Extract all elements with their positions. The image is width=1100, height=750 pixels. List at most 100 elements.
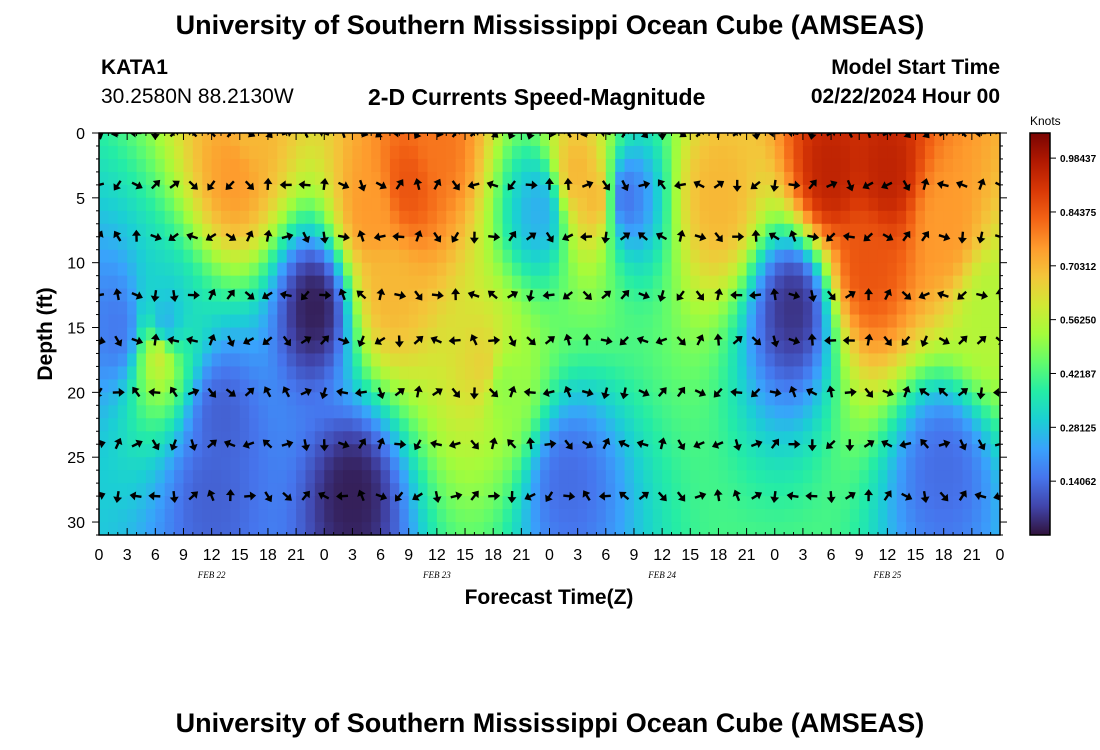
heatmap-cell — [680, 340, 691, 355]
heatmap-cell — [962, 223, 973, 238]
heatmap-cell — [108, 405, 119, 419]
heatmap-cell — [906, 457, 917, 471]
heatmap-cell — [643, 262, 654, 277]
current-vector-arrow — [564, 439, 573, 450]
heatmap-cell — [192, 418, 203, 432]
heatmap-cell — [962, 275, 973, 290]
heatmap-cell — [314, 197, 325, 212]
heatmap-cell — [230, 392, 241, 406]
heatmap-cell — [624, 418, 635, 432]
heatmap-cell — [474, 288, 485, 303]
heatmap-cell — [558, 184, 569, 199]
heatmap-cell — [202, 392, 213, 406]
heatmap-cell — [483, 392, 494, 406]
station-coordinates: 30.2580N 88.2130W — [101, 85, 294, 108]
heatmap-cell — [906, 145, 917, 160]
heatmap-cell — [286, 405, 297, 419]
heatmap-cell — [793, 249, 804, 264]
heatmap-cell — [127, 210, 138, 225]
heatmap-cell — [868, 145, 879, 160]
heatmap-cell — [324, 496, 335, 510]
heatmap-cell — [831, 314, 842, 329]
heatmap-cell — [174, 366, 185, 380]
current-vector-arrow — [695, 290, 705, 301]
heatmap-cell — [530, 249, 541, 264]
heatmap-cell — [643, 314, 654, 329]
heatmap-cell — [333, 223, 344, 238]
heatmap-cell — [164, 236, 175, 251]
heatmap-cell — [915, 249, 926, 264]
heatmap-cell — [389, 197, 400, 212]
heatmap-cell — [943, 431, 954, 445]
heatmap-cell — [906, 366, 917, 380]
heatmap-cell — [793, 133, 804, 147]
heatmap-cell — [877, 405, 888, 419]
heatmap-cell — [774, 275, 785, 290]
heatmap-cell — [643, 249, 654, 264]
heatmap-cell — [145, 457, 156, 471]
heatmap-cell — [371, 392, 382, 406]
colorbar-tick-label: 0.42187 — [1060, 369, 1097, 380]
current-vector-arrow — [300, 387, 312, 397]
heatmap-cell — [164, 496, 175, 510]
heatmap-cell — [737, 496, 748, 510]
heatmap-cell — [502, 223, 513, 238]
current-vector-arrow — [508, 335, 517, 347]
heatmap-cell — [164, 379, 175, 393]
heatmap-cell — [202, 236, 213, 251]
current-vector-arrow — [450, 491, 463, 501]
current-vector-arrow — [713, 180, 725, 189]
heatmap-cell — [802, 353, 813, 368]
heatmap-cell — [699, 418, 710, 432]
heatmap-cell — [643, 405, 654, 419]
heatmap-cell — [624, 392, 635, 406]
heatmap-cell — [821, 470, 832, 484]
heatmap-cell — [127, 262, 138, 277]
heatmap-cell — [258, 470, 269, 484]
heatmap-cell — [662, 418, 673, 432]
heatmap-cell — [662, 133, 673, 147]
current-vector-arrow — [563, 385, 573, 398]
heatmap-cell — [718, 236, 729, 251]
heatmap-cell — [755, 444, 766, 458]
heatmap-cell — [877, 223, 888, 238]
heatmap-cell — [483, 288, 494, 303]
heatmap-cell — [465, 275, 476, 290]
heatmap-cell — [727, 145, 738, 160]
x-tick-label: 18 — [484, 547, 502, 564]
heatmap-cell — [587, 509, 598, 523]
heatmap-cell — [727, 184, 738, 199]
heatmap-cell — [737, 223, 748, 238]
x-tick-label: 6 — [827, 547, 836, 564]
heatmap-cell — [192, 133, 203, 147]
heatmap-cell — [577, 197, 588, 212]
heatmap-cell — [493, 353, 504, 368]
heatmap-cell — [221, 249, 231, 264]
heatmap-cell — [427, 483, 438, 497]
heatmap-cell — [699, 379, 710, 393]
heatmap-cell — [934, 418, 945, 432]
heatmap-cell — [239, 133, 250, 147]
heatmap-cell — [286, 522, 297, 535]
current-vector-arrow — [806, 387, 818, 396]
heatmap-cell — [821, 262, 832, 277]
heatmap-cell — [868, 236, 879, 251]
x-tick-label: 15 — [681, 547, 699, 564]
heatmap-cell — [502, 405, 513, 419]
heatmap-cell — [718, 470, 729, 484]
heatmap-cell — [718, 223, 729, 238]
heatmap-cell — [784, 509, 795, 523]
current-vector-arrow — [469, 334, 479, 346]
heatmap-cell — [239, 236, 250, 251]
heatmap-cell — [587, 249, 598, 264]
heatmap-cell — [333, 366, 344, 380]
heatmap-cell — [333, 496, 344, 510]
heatmap-cell — [192, 444, 203, 458]
heatmap-cell — [596, 470, 607, 484]
heatmap-cell — [540, 249, 551, 264]
heatmap-cell — [605, 522, 616, 535]
heatmap-cell — [352, 288, 363, 303]
heatmap-cell — [662, 340, 673, 355]
current-vector-arrow — [863, 232, 874, 242]
heatmap-cell — [343, 496, 354, 510]
